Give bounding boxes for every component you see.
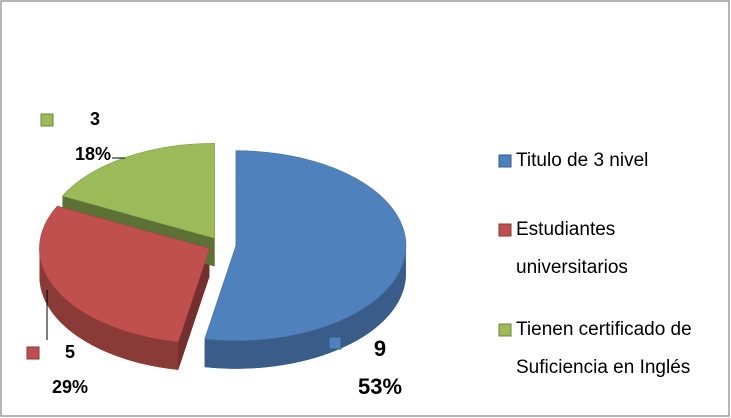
data-label-marker <box>40 113 54 127</box>
legend-marker <box>498 323 512 337</box>
data-label-percent: 29% <box>52 377 88 397</box>
legend-entry: Titulo de 3 nivel <box>516 150 649 171</box>
legend-label: Tienen certificado de Suficiencia en Ing… <box>516 319 692 378</box>
legend-marker <box>498 223 512 237</box>
data-label-value: 9 <box>374 336 386 361</box>
data-label-percent: 18% <box>75 144 111 164</box>
data-label-value: 5 <box>65 342 75 362</box>
slice-side <box>204 245 406 369</box>
legend-entry: Estudiantes universitarios <box>516 219 628 278</box>
data-label-value: 3 <box>90 109 100 129</box>
data-label-marker <box>26 346 40 360</box>
legend-entry: Tienen certificado de Suficiencia en Ing… <box>516 319 692 378</box>
data-label-percent: 53% <box>358 374 402 399</box>
legend-label: Titulo de 3 nivel <box>516 150 649 171</box>
slice <box>204 150 407 342</box>
slice <box>61 143 215 239</box>
legend-label: Estudiantes universitarios <box>516 219 628 278</box>
slice-side <box>39 248 179 370</box>
data-label-marker <box>328 336 342 350</box>
legend-marker <box>498 154 512 168</box>
slice <box>39 205 210 343</box>
slice-cut-face <box>178 248 210 370</box>
